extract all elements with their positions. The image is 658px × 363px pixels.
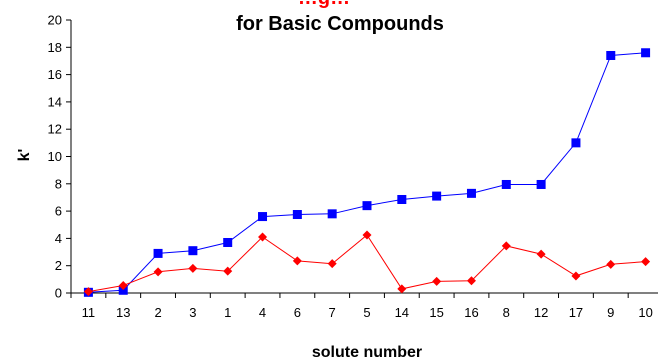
x-tick-label-8: 5 (363, 305, 370, 320)
series-1-point-10 (432, 276, 442, 286)
x-axis-title: solute number (312, 344, 422, 361)
y-tick-label-0: 0 (55, 286, 62, 301)
series-1-point-11 (466, 276, 476, 286)
series-0-point-4 (223, 237, 233, 247)
series-1-point-2 (153, 267, 163, 277)
series-1-point-12 (501, 241, 511, 251)
x-tick-label-0: 11 (82, 305, 96, 320)
series-1-line (88, 234, 646, 293)
series-0-point-13 (536, 179, 546, 189)
x-tick-label-7: 7 (329, 305, 336, 320)
series-1-point-6 (292, 256, 302, 266)
series-0-point-14 (571, 138, 581, 148)
series-1-point-0 (83, 287, 93, 297)
y-tick-label-4: 8 (55, 176, 62, 191)
y-tick-label-10: 20 (48, 13, 62, 28)
x-tick-label-1: 13 (116, 305, 130, 320)
series-1-point-5 (258, 232, 268, 242)
x-tick-label-5: 4 (259, 305, 266, 320)
series-0-point-3 (188, 246, 198, 256)
x-tick-label-15: 9 (607, 305, 614, 320)
series-1-point-4 (223, 266, 233, 276)
y-tick-label-5: 10 (48, 149, 62, 164)
x-tick-label-12: 8 (503, 305, 510, 320)
y-tick-label-1: 2 (55, 258, 62, 273)
series-1-point-14 (571, 271, 581, 281)
x-tick-label-2: 2 (154, 305, 161, 320)
y-tick-label-2: 4 (55, 231, 62, 246)
x-tick-label-10: 15 (429, 305, 443, 320)
series-0-point-15 (606, 50, 616, 60)
x-tick-label-16: 10 (638, 305, 652, 320)
series-0-point-9 (397, 194, 407, 204)
series-0-point-7 (327, 209, 337, 219)
x-tick-label-9: 14 (395, 305, 409, 320)
chart-title-line1: …g… (298, 0, 350, 9)
series-0-point-2 (153, 248, 163, 258)
x-tick-label-6: 6 (294, 305, 301, 320)
series-1-point-1 (118, 280, 128, 290)
series-0-point-11 (466, 188, 476, 198)
x-tick-label-14: 17 (569, 305, 583, 320)
y-tick-label-3: 6 (55, 204, 62, 219)
series-0-point-1 (118, 285, 128, 295)
series-1-point-13 (536, 249, 546, 259)
x-tick-label-11: 16 (464, 305, 478, 320)
series-0-point-12 (501, 179, 511, 189)
series-0-point-5 (258, 212, 268, 222)
series-0-point-6 (292, 210, 302, 220)
y-tick-label-8: 16 (48, 67, 62, 82)
series-1-point-16 (641, 257, 651, 267)
y-tick-label-7: 14 (48, 94, 62, 109)
y-axis-title: k' (16, 149, 33, 162)
series-0-point-10 (432, 191, 442, 201)
y-tick-label-6: 12 (48, 122, 62, 137)
series-1-point-3 (188, 263, 198, 273)
x-tick-label-4: 1 (224, 305, 231, 320)
series-1-point-8 (362, 230, 372, 240)
series-1-point-15 (606, 259, 616, 269)
chart-title-line2: for Basic Compounds (236, 13, 444, 35)
series-1-point-9 (397, 284, 407, 294)
y-tick-label-9: 18 (48, 40, 62, 55)
series-1-point-7 (327, 259, 337, 269)
series-0-line (88, 52, 646, 293)
series-0-point-8 (362, 201, 372, 211)
series-0-point-16 (641, 48, 651, 58)
x-tick-label-3: 3 (189, 305, 196, 320)
x-tick-label-13: 12 (534, 305, 548, 320)
